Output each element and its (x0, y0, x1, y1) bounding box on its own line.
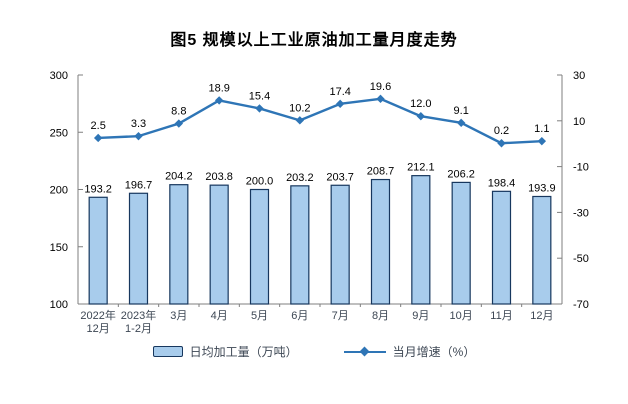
legend-label-bar: 日均加工量（万吨） (189, 345, 298, 359)
x-axis-label: 9月 (412, 310, 429, 322)
bar (209, 184, 229, 305)
y-axis-label-left: 150 (50, 242, 68, 254)
y-axis-label-left: 250 (50, 127, 68, 139)
bar (169, 184, 189, 305)
y-axis-label-right: -30 (573, 207, 589, 219)
x-axis-label: 8月 (372, 310, 389, 322)
line-point-marker (134, 131, 143, 141)
line-value-label: 3.3 (131, 118, 146, 130)
bar (330, 184, 350, 305)
bar-value-label: 212.1 (407, 162, 435, 174)
bar-value-label: 200.0 (246, 176, 274, 188)
y-axis-label-left: 300 (50, 70, 68, 82)
line-value-label: 1.1 (534, 123, 549, 135)
line-point-marker (255, 104, 264, 113)
bar-value-label: 193.2 (84, 183, 112, 195)
line-series (98, 97, 542, 145)
line-series-swatch (343, 346, 386, 357)
bar-value-label: 208.7 (367, 166, 395, 178)
bar-series-swatch (152, 346, 183, 357)
x-axis-label: 12月 (87, 323, 110, 335)
line-value-label: 18.9 (208, 82, 229, 94)
legend-item-line: 当月增速（%） (343, 343, 476, 360)
line-value-label: 19.6 (370, 81, 391, 93)
line-point-marker (376, 94, 385, 104)
line-value-label: 17.4 (329, 86, 350, 98)
line-point-marker (295, 116, 305, 125)
bar-value-label: 204.2 (165, 171, 193, 183)
bar-value-label: 203.2 (286, 172, 314, 184)
y-axis-label-left: 200 (50, 185, 68, 197)
line-value-label: 0.2 (494, 125, 509, 137)
line-swatch-marker-icon (359, 346, 370, 356)
x-axis-label: 10月 (450, 310, 473, 322)
x-axis-label: 12月 (530, 310, 553, 322)
bar (128, 192, 149, 305)
bar-value-label: 196.7 (125, 179, 153, 191)
line-point-marker (174, 119, 184, 128)
bar (370, 178, 391, 305)
bar-value-label: 203.8 (205, 171, 233, 183)
line-point-marker (456, 118, 466, 128)
line-point-marker (497, 139, 506, 148)
y-axis-label-right: -70 (573, 299, 589, 311)
x-axis-label: 11月 (490, 310, 512, 322)
legend-item-bar: 日均加工量（万吨） (152, 343, 298, 360)
line-point-marker (93, 133, 103, 143)
y-axis-label-left: 100 (50, 299, 68, 311)
line-point-marker (335, 99, 345, 109)
line-point-marker (214, 96, 224, 105)
bar-value-label: 203.7 (326, 171, 354, 183)
bar (290, 185, 310, 305)
bar-value-label: 206.2 (447, 168, 475, 180)
bar-value-label: 193.9 (528, 182, 556, 194)
bar (249, 188, 270, 305)
x-axis-label: 6月 (291, 310, 308, 322)
x-axis-label: 2022年 (80, 308, 115, 322)
x-axis-label: 4月 (211, 310, 228, 322)
bar (88, 196, 108, 305)
line-point-marker (537, 136, 547, 146)
x-axis-label: 1-2月 (125, 323, 152, 335)
y-axis-label-right: -10 (573, 162, 589, 174)
x-axis-label: 5月 (251, 310, 268, 322)
line-value-label: 10.2 (289, 102, 310, 114)
bar (491, 190, 512, 305)
x-axis-label: 7月 (332, 310, 349, 322)
y-axis-label-right: -50 (573, 253, 589, 265)
bar (451, 181, 471, 305)
line-point-marker (416, 112, 426, 121)
line-value-label: 12.0 (410, 98, 431, 110)
line-value-label: 9.1 (454, 105, 469, 117)
line-value-label: 2.5 (91, 120, 106, 132)
line-value-label: 8.8 (171, 106, 186, 118)
x-axis-label: 2023年 (121, 308, 156, 322)
line-value-label: 15.4 (249, 90, 270, 102)
bar (411, 175, 431, 305)
y-axis-label-right: 30 (573, 70, 585, 82)
legend-label-line: 当月增速（%） (392, 345, 476, 359)
bar (532, 195, 552, 305)
bar-value-label: 198.4 (488, 177, 516, 189)
chart-title: 图5 规模以上工业原油加工量月度走势 (170, 32, 458, 49)
x-axis-label: 3月 (170, 310, 187, 322)
y-axis-label-right: 10 (573, 116, 585, 128)
chart-legend: 日均加工量（万吨） 当月增速（%） (0, 343, 628, 360)
